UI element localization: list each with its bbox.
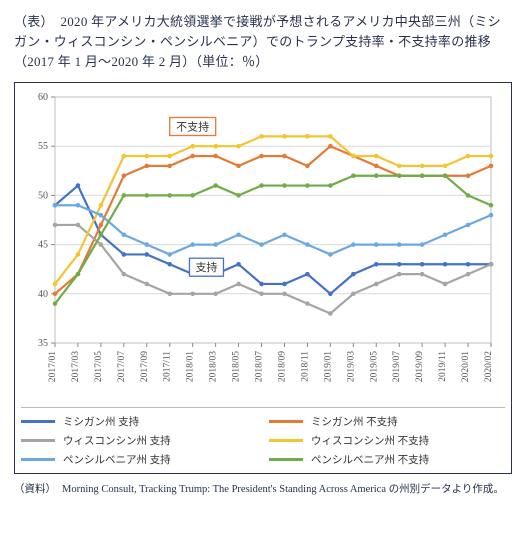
source-body: Morning Consult, Tracking Trump: The Pre…: [62, 482, 512, 497]
legend-swatch: [21, 439, 55, 442]
legend-swatch: [269, 420, 303, 423]
legend-label: ウィスコンシン州 不支持: [311, 433, 429, 448]
svg-text:2019/09: 2019/09: [415, 351, 425, 382]
legend-label: ミシガン州 不支持: [311, 414, 398, 429]
legend-item-wi_disapprove: ウィスコンシン州 不支持: [269, 433, 505, 448]
legend-item-mi_approve: ミシガン州 支持: [21, 414, 257, 429]
svg-text:2019/07: 2019/07: [392, 351, 402, 382]
svg-text:2017/09: 2017/09: [140, 351, 150, 382]
legend-swatch: [21, 458, 55, 461]
svg-text:2019/05: 2019/05: [369, 351, 379, 382]
svg-text:2020/01: 2020/01: [461, 351, 471, 382]
svg-text:60: 60: [38, 92, 48, 103]
legend-label: ペンシルベニア州 不支持: [311, 452, 429, 467]
svg-text:55: 55: [38, 142, 48, 153]
svg-text:40: 40: [38, 289, 48, 300]
annotation-approve: 支持: [189, 259, 223, 277]
svg-text:2018/07: 2018/07: [255, 351, 265, 382]
svg-text:35: 35: [38, 338, 48, 349]
source-line: （資料） Morning Consult, Tracking Trump: Th…: [14, 482, 512, 497]
svg-text:2017/07: 2017/07: [117, 351, 127, 382]
svg-text:2018/09: 2018/09: [277, 351, 287, 382]
legend-item-pa_disapprove: ペンシルベニア州 不支持: [269, 452, 505, 467]
svg-text:2018/11: 2018/11: [300, 351, 310, 382]
svg-text:45: 45: [38, 240, 48, 251]
legend-item-wi_approve: ウィスコンシン州 支持: [21, 433, 257, 448]
svg-text:2018/05: 2018/05: [232, 351, 242, 382]
annotation-disapprove: 不支持: [170, 118, 216, 136]
chart-frame: 35 40 45 50 55 60 2017/01 2017/03 2017/05 2017/07…: [14, 82, 512, 474]
svg-text:2019/01: 2019/01: [323, 351, 333, 382]
legend-item-mi_disapprove: ミシガン州 不支持: [269, 414, 505, 429]
legend-label: ペンシルベニア州 支持: [63, 452, 171, 467]
svg-text:2018/01: 2018/01: [186, 351, 196, 382]
source-label: （資料）: [14, 482, 56, 497]
svg-text:2017/03: 2017/03: [71, 351, 81, 382]
legend-label: ウィスコンシン州 支持: [63, 433, 171, 448]
legend-swatch: [269, 439, 303, 442]
line-chart: 35 40 45 50 55 60 2017/01 2017/03 2017/05 2017/07…: [21, 91, 499, 401]
svg-text:2017/11: 2017/11: [163, 351, 173, 382]
svg-text:2018/03: 2018/03: [209, 351, 219, 382]
svg-text:支持: 支持: [195, 261, 217, 275]
svg-text:2019/03: 2019/03: [346, 351, 356, 382]
svg-text:50: 50: [38, 191, 48, 202]
legend-label: ミシガン州 支持: [63, 414, 139, 429]
legend: ミシガン州 支持 ミシガン州 不支持ウィスコンシン州 支持 ウィスコンシン州 不支持…: [21, 407, 505, 467]
svg-text:2017/05: 2017/05: [94, 351, 104, 382]
svg-text:2017/01: 2017/01: [48, 351, 58, 382]
page-title: （表） 2020 年アメリカ大統領選挙で接戦が予想されるアメリカ中央部三州（ミシ…: [14, 12, 512, 72]
legend-swatch: [269, 458, 303, 461]
svg-text:2020/02: 2020/02: [484, 351, 494, 382]
svg-text:2019/11: 2019/11: [438, 351, 448, 382]
legend-item-pa_approve: ペンシルベニア州 支持: [21, 452, 257, 467]
svg-text:不支持: 不支持: [176, 120, 209, 134]
legend-swatch: [21, 420, 55, 423]
